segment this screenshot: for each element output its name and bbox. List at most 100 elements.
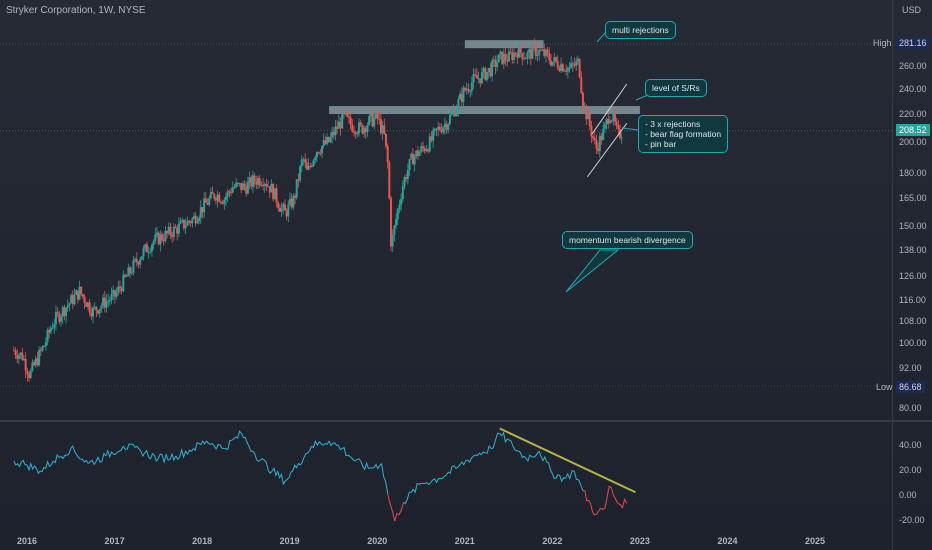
- candle-body: [374, 112, 377, 119]
- divergence-callout[interactable]: momentum bearish divergence: [562, 231, 693, 249]
- candle-body: [134, 258, 137, 261]
- candle-body: [393, 225, 396, 235]
- candle-body: [588, 113, 591, 126]
- candle-body: [129, 267, 132, 273]
- candle-body: [440, 129, 443, 133]
- candle-body: [379, 119, 382, 134]
- candle-body: [442, 127, 445, 133]
- candle-body: [282, 204, 285, 208]
- candle-body: [265, 183, 268, 187]
- candle-body: [376, 112, 379, 119]
- indicator-pane-divider[interactable]: [0, 420, 932, 422]
- candle-body: [354, 131, 357, 135]
- candle-body: [231, 187, 234, 193]
- momentum-line-segment: [455, 455, 474, 469]
- candle-body: [396, 209, 399, 220]
- candle-body: [494, 59, 497, 68]
- candle-body: [519, 45, 522, 53]
- level-sr-callout[interactable]: level of S/Rs: [645, 79, 707, 97]
- candle-body: [390, 198, 393, 247]
- candle-body: [484, 68, 487, 80]
- candle-body: [531, 44, 534, 59]
- candle-body: [76, 290, 79, 300]
- candle-body: [504, 54, 507, 61]
- candle-body: [619, 129, 622, 139]
- candle-body: [585, 105, 588, 120]
- candle-body: [543, 49, 546, 56]
- candle-body: [496, 62, 499, 68]
- candle-body: [469, 91, 472, 93]
- candle-body: [38, 349, 41, 366]
- candle-body: [482, 68, 485, 73]
- candle-body: [470, 82, 473, 92]
- candle-body: [590, 125, 593, 137]
- candle-body: [270, 184, 273, 193]
- indicator-tick-label: 40.00: [899, 440, 922, 450]
- candle-body: [225, 196, 228, 200]
- candle-body: [415, 150, 418, 157]
- candle-body: [615, 121, 618, 125]
- price-tick-label: 108.00: [899, 316, 927, 327]
- candle-body: [373, 118, 376, 127]
- momentum-line-segment: [354, 458, 369, 471]
- candle-body: [538, 50, 541, 55]
- candle-body: [12, 350, 15, 352]
- candle-body: [191, 218, 194, 224]
- price-tick-label: 165.00: [899, 192, 927, 203]
- candle-body: [95, 306, 98, 311]
- candle-body: [507, 51, 510, 62]
- price-tick-label: 220.00: [899, 109, 927, 120]
- candle-body: [102, 297, 105, 306]
- candle-body: [36, 358, 39, 366]
- candle-body: [563, 70, 566, 72]
- candle-body: [575, 61, 578, 66]
- candle-body: [327, 136, 330, 143]
- momentum-line-segment: [13, 459, 28, 468]
- candle-body: [302, 159, 305, 161]
- candle-body: [406, 170, 409, 180]
- candle-body: [246, 182, 249, 194]
- candle-body: [430, 136, 433, 141]
- candle-body: [58, 313, 61, 322]
- candle-body: [486, 71, 489, 80]
- momentum-line-segment: [311, 439, 330, 449]
- rejections-callout[interactable]: - 3 x rejections - bear flag formation -…: [638, 115, 729, 153]
- candle-body: [123, 274, 126, 277]
- candle-body: [80, 286, 83, 295]
- candle-body: [524, 58, 527, 60]
- candle-body: [568, 67, 571, 69]
- candle-body: [539, 50, 542, 52]
- candle-body: [280, 207, 283, 212]
- candle-body: [349, 117, 352, 125]
- multi-rejections-callout[interactable]: multi rejections: [605, 21, 676, 39]
- candle-body: [516, 53, 519, 58]
- candle-body: [556, 61, 559, 68]
- candle-body: [613, 113, 616, 122]
- candle-body: [347, 116, 350, 118]
- candle-body: [16, 355, 19, 359]
- candle-body: [560, 64, 563, 71]
- candle-body: [514, 52, 517, 54]
- candle-body: [620, 137, 623, 139]
- candle-body: [213, 193, 216, 199]
- candle-body: [85, 302, 88, 307]
- momentum-line-segment: [512, 445, 527, 459]
- candle-body: [359, 122, 362, 125]
- candle-body: [250, 177, 253, 187]
- candle-body: [196, 221, 199, 224]
- price-tick-label: 138.00: [899, 244, 927, 255]
- candle-body: [169, 226, 172, 235]
- candle-body: [314, 156, 317, 161]
- momentum-line-segment: [394, 502, 404, 522]
- candle-body: [576, 58, 579, 62]
- candle-body: [130, 272, 133, 274]
- candle-body: [433, 128, 436, 131]
- candle-body: [28, 374, 31, 378]
- candle-body: [257, 178, 260, 185]
- candle-body: [533, 44, 536, 46]
- candle-body: [43, 345, 46, 347]
- candle-body: [489, 67, 492, 77]
- candle-body: [260, 184, 263, 186]
- candle-body: [342, 113, 345, 115]
